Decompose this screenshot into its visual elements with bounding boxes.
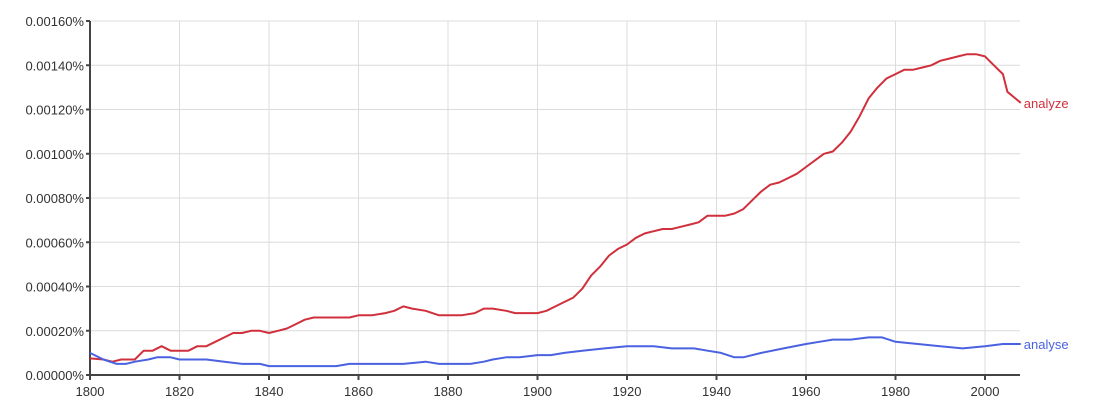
x-tick-label: 2000 (971, 384, 1000, 399)
x-tick-label: 1940 (702, 384, 731, 399)
y-tick-label: 0.00000% (25, 368, 84, 383)
x-tick-label: 1920 (613, 384, 642, 399)
x-tick-label: 1960 (792, 384, 821, 399)
x-tick-label: 1880 (434, 384, 463, 399)
series-line-analyze (89, 53, 1022, 363)
x-tick-label: 1980 (881, 384, 910, 399)
y-tick-label: 0.00080% (25, 191, 84, 206)
x-tick-label: 1840 (255, 384, 284, 399)
series-line-analyse (89, 336, 1021, 368)
y-tick-label: 0.00020% (25, 324, 84, 339)
series-label-analyse: analyse (1024, 337, 1069, 352)
y-tick-label: 0.00160% (25, 14, 84, 29)
x-tick-label: 1860 (344, 384, 373, 399)
x-tick-label: 1820 (165, 384, 194, 399)
y-tick-label: 0.00060% (25, 235, 84, 250)
y-tick-label: 0.00120% (25, 103, 84, 118)
series-label-analyze: analyze (1024, 96, 1069, 111)
y-tick-label: 0.00040% (25, 280, 84, 295)
y-tick-label: 0.00140% (25, 58, 84, 73)
x-tick-label: 1900 (523, 384, 552, 399)
y-tick-label: 0.00100% (25, 147, 84, 162)
x-tick-label: 1800 (76, 384, 105, 399)
